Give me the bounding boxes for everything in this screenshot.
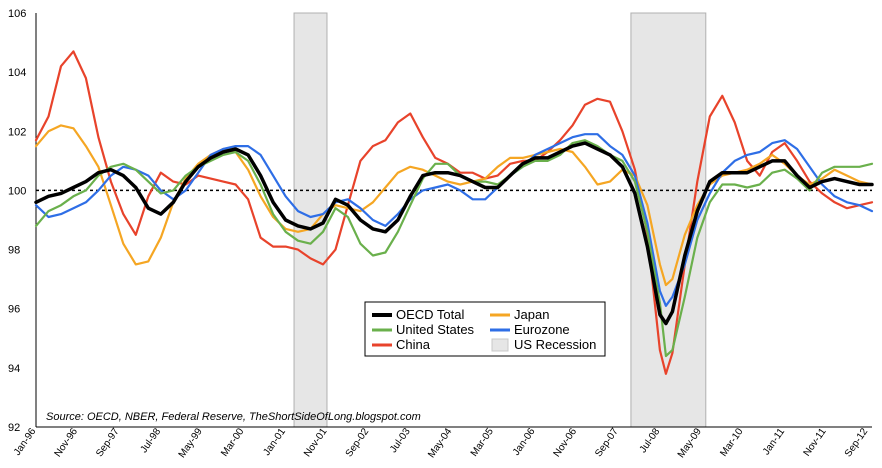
legend-label-oecd-total: OECD Total bbox=[396, 307, 465, 322]
x-tick-label-mar-10: Mar-10 bbox=[718, 426, 745, 459]
x-tick-label-jul-03: Jul-03 bbox=[388, 426, 413, 455]
x-tick-label-mar-05: Mar-05 bbox=[469, 426, 496, 459]
legend-item-eurozone: Eurozone bbox=[490, 322, 570, 337]
source-note: Source: OECD, NBER, Federal Reserve, The… bbox=[46, 411, 421, 423]
series-line-oecd-total bbox=[34, 141, 874, 326]
legend-label-eurozone: Eurozone bbox=[514, 322, 570, 337]
x-tick-label-may-04: May-04 bbox=[426, 426, 454, 460]
series-line-china bbox=[34, 50, 874, 375]
x-tick-label-jul-98: Jul-98 bbox=[139, 426, 164, 455]
y-tick-label-98: 98 bbox=[8, 245, 20, 257]
legend-label-japan: Japan bbox=[514, 307, 549, 322]
x-tick-label-sep-07: Sep-07 bbox=[593, 426, 621, 459]
axes bbox=[35, 13, 872, 428]
legend-item-us-recession: US Recession bbox=[491, 337, 596, 352]
legend-swatch-us-recession bbox=[491, 338, 509, 352]
y-tick-label-94: 94 bbox=[8, 363, 20, 375]
legend-frame bbox=[364, 301, 606, 357]
x-tick-label-nov-01: Nov-01 bbox=[302, 426, 330, 459]
y-tick-labels: 92 94 96 98 100 102 104 106 bbox=[8, 8, 26, 434]
x-tick-label-may-09: May-09 bbox=[676, 426, 704, 460]
x-tick-label-nov-06: Nov-06 bbox=[552, 426, 580, 459]
legend-label-us-recession: US Recession bbox=[514, 337, 596, 352]
x-tick-label-sep-02: Sep-02 bbox=[344, 426, 372, 459]
y-tick-label-92: 92 bbox=[8, 422, 20, 434]
legend-item-china: China bbox=[372, 337, 431, 352]
x-tick-label-sep-12: Sep-12 bbox=[843, 426, 871, 459]
x-tick-label-may-99: May-99 bbox=[177, 426, 205, 460]
legend-label-united-states: United States bbox=[396, 322, 475, 337]
y-tick-label-102: 102 bbox=[8, 126, 26, 138]
x-tick-label-nov-96: Nov-96 bbox=[53, 426, 81, 459]
x-tick-label-jan-06: Jan-06 bbox=[511, 426, 538, 458]
y-tick-label-104: 104 bbox=[8, 67, 26, 79]
x-tick-label-sep-97: Sep-97 bbox=[94, 426, 122, 459]
series-line-japan bbox=[34, 124, 874, 287]
y-tick-label-100: 100 bbox=[8, 185, 26, 197]
x-tick-labels: Jan-96 Nov-96 Sep-97 Jul-98 May-99 Mar-00 Jan-… bbox=[12, 426, 871, 460]
x-tick-label-nov-11: Nov-11 bbox=[802, 426, 829, 458]
legend-item-united-states: United States bbox=[372, 322, 475, 337]
recession-bands bbox=[293, 12, 707, 428]
x-tick-label-jan-01: Jan-01 bbox=[261, 426, 288, 458]
y-tick-label-96: 96 bbox=[8, 304, 20, 316]
legend-item-oecd-total: OECD Total bbox=[372, 307, 465, 322]
legend-item-japan: Japan bbox=[490, 307, 549, 322]
series-lines bbox=[34, 50, 874, 375]
x-tick-label-jul-08: Jul-08 bbox=[638, 426, 663, 455]
y-tick-label-106: 106 bbox=[8, 8, 26, 20]
x-tick-label-mar-00: Mar-00 bbox=[219, 426, 246, 459]
x-tick-label-jan-11: Jan-11 bbox=[761, 426, 787, 457]
recession-band-1 bbox=[293, 12, 328, 428]
legend: OECD Total Japan United States Eurozone … bbox=[364, 301, 606, 357]
legend-label-china: China bbox=[396, 337, 431, 352]
